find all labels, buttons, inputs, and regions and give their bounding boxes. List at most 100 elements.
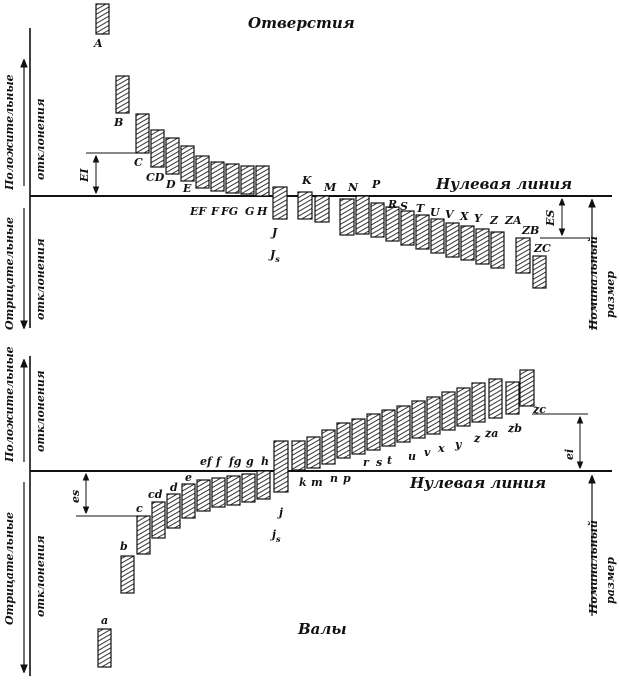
shafts-es-dimension: es — [69, 474, 138, 517]
hole-zone-FG — [225, 163, 240, 194]
shaft-letter-js: js — [270, 528, 281, 544]
shaft-zone-h — [256, 470, 271, 500]
shaft-letter-e: e — [185, 471, 192, 484]
hole-zone-G — [240, 165, 255, 195]
shaft-zone-g — [241, 473, 256, 503]
hole-letter-FG: FG — [220, 205, 238, 218]
shaft-letter-s: s — [376, 456, 382, 469]
shaft-zone-s — [366, 413, 381, 451]
shaft-letter-a: a — [101, 614, 108, 627]
hole-zone-R — [370, 202, 385, 238]
shaft-letter-f: f — [215, 455, 223, 468]
shafts-zero-line-label: Нулевая линия — [409, 474, 546, 492]
holes-ei-label: EI — [78, 168, 91, 183]
hole-zone-Z — [475, 228, 490, 265]
shaft-zone-ef — [196, 479, 211, 512]
hole-letter-ZC: ZC — [533, 242, 551, 255]
hole-zone-M — [314, 195, 330, 223]
shafts-positive-label-line1: Положительные — [3, 346, 16, 463]
hole-zone-ZC — [532, 255, 547, 289]
holes-positive-label-line1: Положительные — [3, 74, 16, 191]
shaft-letter-z: z — [473, 432, 481, 445]
hole-letter-Z: Z — [489, 214, 499, 227]
shafts-title: Валы — [297, 620, 347, 638]
hole-letter-ZA: ZA — [504, 214, 522, 227]
shaft-zone-j — [273, 440, 289, 493]
hole-letter-H: H — [256, 205, 268, 218]
hole-letter-X: X — [459, 210, 469, 223]
holes-title: Отверстия — [248, 14, 355, 32]
hole-zone-B — [115, 75, 130, 114]
hole-zone-J — [272, 186, 288, 220]
shaft-letter-p: p — [343, 472, 351, 485]
hole-zone-D — [165, 137, 180, 175]
hole-letter-Js: Js — [268, 248, 280, 264]
shaft-letter-d: d — [170, 481, 178, 494]
hole-zone-C — [135, 113, 150, 154]
hole-letter-C: C — [134, 156, 143, 169]
hole-letter-N: N — [347, 181, 359, 194]
hole-zone-U — [415, 214, 430, 250]
shaft-letter-za: za — [484, 427, 498, 440]
shaft-letter-y: y — [454, 438, 463, 451]
hole-letter-U: U — [430, 206, 441, 219]
holes-negative-label-line1: Отрицательные — [3, 217, 16, 330]
shafts-panel: Валы Нулевая линия Положительные отклоне… — [3, 346, 617, 676]
hole-letter-K: K — [301, 174, 312, 187]
shafts-positive-label: Положительные отклонения — [3, 346, 47, 463]
shaft-letter-zc: zc — [532, 403, 546, 416]
hole-zone-CD — [150, 129, 165, 168]
holes-zero-line-label: Нулевая линия — [435, 175, 572, 193]
shaft-zone-m — [306, 436, 321, 469]
shaft-zone-f — [211, 477, 226, 508]
holes-nominal-label: Номинальный размер — [587, 200, 617, 331]
shaft-letter-js-sub: s — [276, 534, 281, 544]
shaft-letter-k: k — [299, 476, 307, 489]
hole-letter-V: V — [445, 208, 455, 221]
shafts-nominal-label-line1: Номинальный — [587, 520, 600, 615]
shaft-zone-zb — [488, 378, 503, 419]
shaft-letter-t: t — [387, 454, 392, 467]
shaft-letter-c: c — [136, 502, 143, 515]
shafts-nominal-label: Номинальный размер — [587, 476, 617, 616]
shaft-zone-u — [396, 405, 411, 443]
shaft-letter-b: b — [120, 540, 128, 553]
hole-zone-A — [95, 3, 110, 35]
shaft-zone-z — [456, 387, 471, 427]
shaft-zone-za — [471, 382, 486, 423]
hole-zone-T — [400, 210, 415, 246]
hole-letter-R: R — [387, 198, 397, 211]
shaft-letter-x: x — [437, 442, 445, 455]
shaft-zone-r — [351, 418, 366, 455]
hole-letter-Y: Y — [474, 212, 483, 225]
shaft-zone-fg — [226, 475, 241, 506]
shafts-negative-label-line1: Отрицательные — [3, 512, 16, 625]
shaft-zone-b — [120, 555, 135, 594]
shaft-letter-n: n — [330, 472, 338, 485]
holes-es-dimension: ES — [540, 199, 590, 239]
shaft-zone-p — [336, 422, 351, 459]
holes-ei-dimension: EI — [78, 152, 136, 193]
holes-es-label: ES — [544, 210, 557, 227]
hole-zone-H — [255, 165, 270, 197]
shaft-letter-h: h — [261, 455, 269, 468]
hole-zone-Y — [460, 225, 475, 261]
hole-letter-A: A — [93, 37, 103, 50]
hole-letter-CD: CD — [146, 171, 165, 184]
shaft-zone-y — [441, 391, 456, 431]
holes-positive-label: Положительные отклонения — [3, 60, 47, 191]
shaft-letter-v: v — [424, 446, 431, 459]
hole-letter-J: J — [270, 226, 278, 239]
shaft-zone-a — [97, 628, 112, 668]
hole-letter-EF: EF — [189, 205, 207, 218]
hole-zone-N — [339, 198, 355, 236]
hole-zone-ZA — [490, 231, 505, 269]
shaft-letter-j: j — [277, 506, 283, 519]
shafts-negative-label-line2: отклонения — [34, 535, 47, 617]
hole-letter-D: D — [165, 178, 176, 191]
shafts-nominal-label-line2: размер — [604, 557, 617, 604]
holes-nominal-label-line2: размер — [604, 271, 617, 318]
shaft-zone-n — [321, 429, 336, 465]
shaft-zone-v — [411, 400, 426, 439]
hole-zone-V — [430, 218, 445, 254]
